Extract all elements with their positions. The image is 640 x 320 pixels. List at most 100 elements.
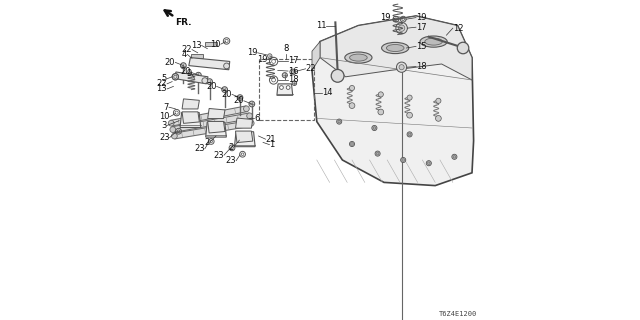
Polygon shape xyxy=(172,113,250,132)
Bar xyxy=(191,54,202,58)
Circle shape xyxy=(398,25,405,31)
Circle shape xyxy=(202,78,207,84)
Circle shape xyxy=(246,134,252,139)
Ellipse shape xyxy=(168,120,174,126)
Ellipse shape xyxy=(248,120,254,126)
Polygon shape xyxy=(205,122,227,137)
Circle shape xyxy=(209,124,214,129)
Circle shape xyxy=(397,62,407,72)
Circle shape xyxy=(399,65,404,70)
Circle shape xyxy=(224,63,230,69)
Text: 11: 11 xyxy=(316,21,326,30)
Polygon shape xyxy=(207,121,225,133)
Circle shape xyxy=(436,98,441,103)
Circle shape xyxy=(192,115,197,120)
Text: 2: 2 xyxy=(228,143,234,152)
Circle shape xyxy=(408,133,411,136)
Text: 19: 19 xyxy=(380,13,390,22)
Polygon shape xyxy=(236,131,253,143)
Polygon shape xyxy=(182,112,200,123)
Circle shape xyxy=(222,87,228,92)
Circle shape xyxy=(396,22,408,34)
Text: 19: 19 xyxy=(416,13,426,22)
Circle shape xyxy=(280,86,284,89)
Polygon shape xyxy=(173,72,208,84)
Text: 15: 15 xyxy=(416,42,426,51)
Circle shape xyxy=(428,162,430,164)
Text: 20: 20 xyxy=(206,82,216,91)
Text: 20: 20 xyxy=(180,68,191,76)
Ellipse shape xyxy=(420,36,447,47)
Text: 19: 19 xyxy=(247,48,258,57)
Circle shape xyxy=(196,72,201,78)
Circle shape xyxy=(402,159,404,161)
Circle shape xyxy=(292,81,297,85)
Circle shape xyxy=(378,92,383,97)
Circle shape xyxy=(407,95,412,100)
Circle shape xyxy=(282,73,287,78)
Text: 4: 4 xyxy=(182,50,187,59)
Text: 20: 20 xyxy=(221,90,232,99)
Circle shape xyxy=(249,101,255,107)
Circle shape xyxy=(372,125,377,131)
Polygon shape xyxy=(180,113,201,127)
Text: 21: 21 xyxy=(266,135,276,144)
Text: 20: 20 xyxy=(165,58,175,67)
Text: 13: 13 xyxy=(191,41,202,50)
Text: 23: 23 xyxy=(213,151,224,160)
Circle shape xyxy=(268,54,272,58)
Ellipse shape xyxy=(170,127,175,132)
Circle shape xyxy=(401,157,406,163)
Text: 9: 9 xyxy=(186,69,191,78)
Polygon shape xyxy=(320,16,472,80)
Text: 8: 8 xyxy=(284,44,289,53)
Circle shape xyxy=(286,86,290,89)
Text: 16: 16 xyxy=(288,67,299,76)
Circle shape xyxy=(237,95,243,100)
Text: 23: 23 xyxy=(225,156,236,165)
Ellipse shape xyxy=(345,52,372,63)
Text: 12: 12 xyxy=(453,24,463,33)
Text: 22: 22 xyxy=(182,45,192,54)
Circle shape xyxy=(351,143,353,145)
Polygon shape xyxy=(171,106,247,126)
Text: 20: 20 xyxy=(234,96,244,105)
Text: 1: 1 xyxy=(269,140,275,149)
Text: 18: 18 xyxy=(416,62,427,71)
Text: 17: 17 xyxy=(288,56,299,65)
Ellipse shape xyxy=(172,133,177,139)
Text: 7: 7 xyxy=(164,103,169,112)
Circle shape xyxy=(375,151,380,156)
Circle shape xyxy=(349,85,355,91)
Circle shape xyxy=(349,141,355,147)
Circle shape xyxy=(376,152,379,155)
Bar xyxy=(259,59,314,120)
Ellipse shape xyxy=(425,38,442,45)
Ellipse shape xyxy=(243,106,250,112)
Circle shape xyxy=(452,154,457,159)
Circle shape xyxy=(435,116,442,121)
Circle shape xyxy=(184,115,189,120)
Text: 19: 19 xyxy=(257,55,268,64)
Text: FR.: FR. xyxy=(175,18,192,27)
Text: 14: 14 xyxy=(322,88,332,97)
Text: 10: 10 xyxy=(211,40,221,49)
Text: 13: 13 xyxy=(156,84,167,93)
Polygon shape xyxy=(236,118,253,128)
Polygon shape xyxy=(182,99,200,109)
Polygon shape xyxy=(174,120,252,139)
Circle shape xyxy=(407,132,412,137)
Circle shape xyxy=(238,134,243,139)
Circle shape xyxy=(218,124,223,129)
Polygon shape xyxy=(312,42,320,70)
Text: 23: 23 xyxy=(159,133,170,142)
Text: T6Z4E1200: T6Z4E1200 xyxy=(438,311,477,317)
Bar xyxy=(205,42,217,46)
Circle shape xyxy=(332,69,344,82)
Circle shape xyxy=(426,161,431,166)
Circle shape xyxy=(407,112,413,118)
Polygon shape xyxy=(189,58,230,70)
Text: 10: 10 xyxy=(159,112,170,121)
Ellipse shape xyxy=(387,44,404,52)
Circle shape xyxy=(453,156,456,158)
